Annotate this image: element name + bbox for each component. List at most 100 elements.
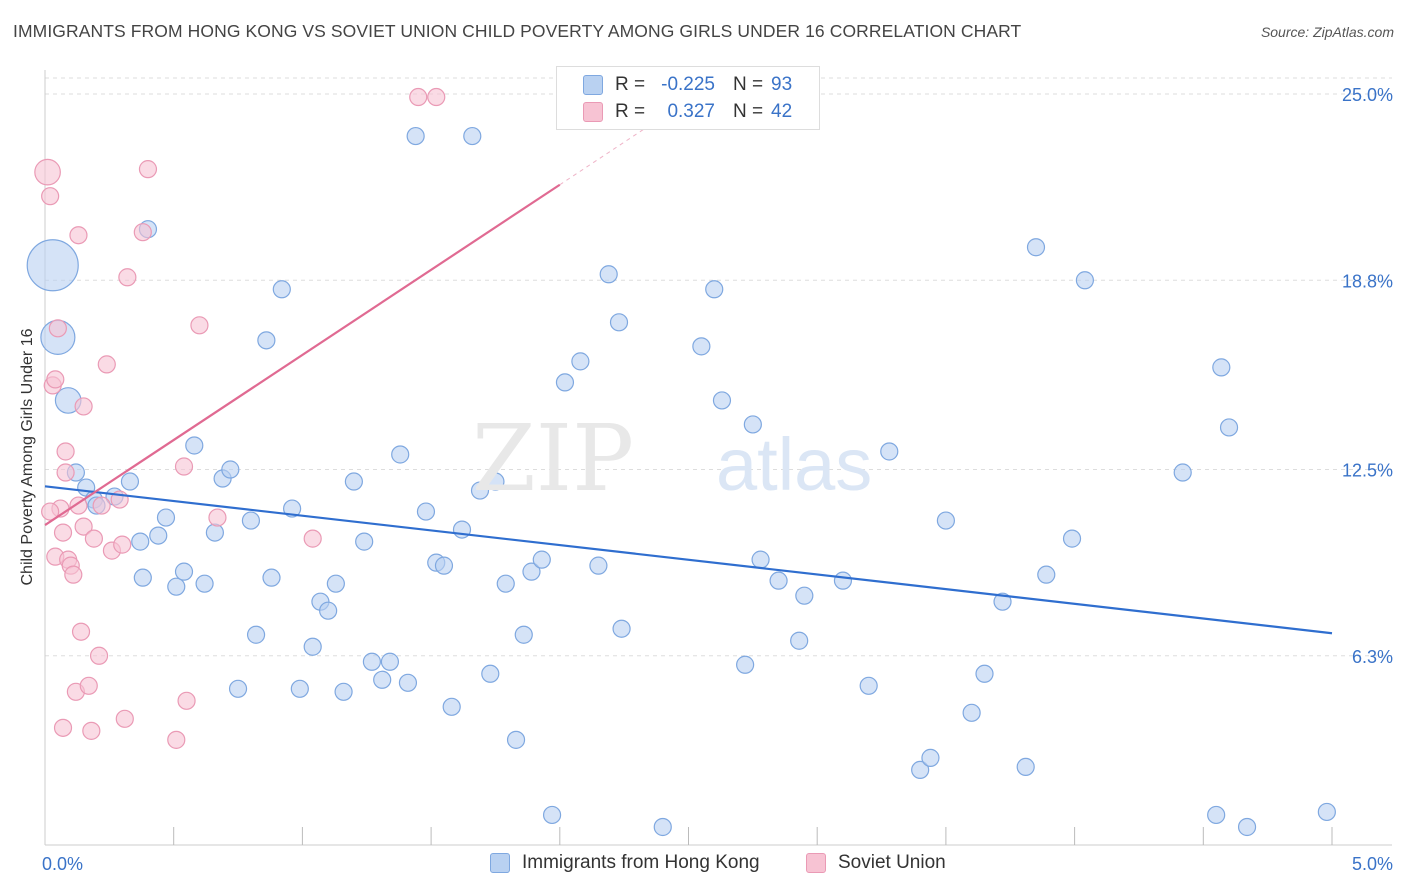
series-swatch-soviet-union [806, 853, 826, 873]
hong-kong-point [344, 472, 363, 491]
hong-kong-point [859, 676, 878, 695]
soviet-union-point [82, 721, 101, 740]
soviet-union-point [74, 517, 93, 536]
hong-kong-point [795, 586, 814, 605]
hong-kong-point [1212, 358, 1231, 377]
hong-kong-point [326, 574, 345, 593]
legend-row-soviet-union: R = 0.327 N = 42 [557, 100, 819, 126]
hong-kong-point [398, 673, 418, 692]
hong-kong-point [246, 625, 266, 644]
soviet-union-point [92, 496, 111, 515]
legend-r-value: -0.225 [661, 74, 715, 95]
legend-row-hong-kong: R = -0.225 N = 93 [557, 73, 819, 99]
y-axis-label: Child Poverty Among Girls Under 16 [19, 328, 36, 586]
soviet-union-point [53, 718, 73, 737]
correlation-legend: R = -0.225 N = 93 R = 0.327 N = 42 [556, 66, 820, 130]
soviet-union-point [34, 158, 61, 186]
hong-kong-point [481, 664, 500, 683]
hong-kong-point [936, 511, 956, 530]
series-hong-kong-points [26, 126, 1336, 837]
hong-kong-point [609, 313, 629, 332]
soviet-union-point [167, 730, 186, 749]
hong-kong-point [228, 679, 248, 698]
soviet-union-trend-line [44, 183, 561, 527]
y-tick-label: 25.0% [1342, 85, 1393, 105]
series-legend-label: Soviet Union [838, 852, 946, 873]
hong-kong-point [290, 679, 309, 698]
hong-kong-point [221, 460, 240, 479]
hong-kong-point [241, 511, 261, 530]
hong-kong-point [195, 574, 214, 593]
series-legend-label: Immigrants from Hong Kong [522, 852, 760, 873]
soviet-union-point [41, 502, 60, 521]
hong-kong-point [833, 571, 853, 590]
series-legend: Immigrants from Hong Kong Soviet Union [0, 852, 1406, 878]
hong-kong-point [283, 499, 302, 518]
hong-kong-point [975, 664, 994, 683]
hong-kong-point [133, 568, 152, 587]
soviet-union-point [69, 226, 88, 245]
legend-r-label: R = [615, 101, 646, 122]
legend-n-label: N = [733, 74, 764, 95]
hong-kong-point [911, 760, 930, 780]
hong-kong-point [921, 748, 940, 767]
hong-kong-point [26, 239, 79, 292]
hong-kong-point [416, 502, 436, 521]
hong-kong-point [131, 532, 150, 551]
soviet-union-point [208, 508, 227, 527]
legend-n-value: 93 [771, 74, 793, 95]
hong-kong-point [1317, 802, 1336, 822]
hong-kong-point [571, 352, 590, 371]
hong-kong-point [589, 556, 608, 575]
axes [44, 70, 1392, 846]
hong-kong-point [599, 265, 618, 284]
legend-n-value: 42 [771, 101, 793, 122]
hong-kong-point [1237, 817, 1257, 837]
trend-lines [44, 128, 1333, 635]
x-tick-label: 0.0% [42, 854, 83, 874]
x-tick-label: 5.0% [1352, 854, 1393, 874]
soviet-union-point [118, 268, 137, 287]
hong-kong-point [470, 481, 490, 500]
hong-kong-point [442, 697, 461, 716]
hong-kong-point [257, 331, 276, 350]
soviet-union-point [97, 355, 116, 374]
hong-kong-point [506, 730, 526, 749]
hong-kong-point [496, 574, 515, 593]
soviet-union-point [48, 319, 67, 338]
hong-kong-point [653, 817, 672, 837]
hong-kong-point [1207, 805, 1226, 825]
hong-kong-point [769, 571, 788, 590]
soviet-union-point [190, 316, 209, 335]
soviet-union-point [46, 370, 65, 389]
soviet-union-point [74, 397, 93, 416]
hong-kong-point [262, 568, 281, 587]
hong-kong-point [319, 601, 338, 620]
hong-kong-point [522, 562, 541, 581]
y-tick-label: 18.8% [1342, 271, 1393, 291]
hong-kong-point [272, 280, 291, 299]
soviet-union-point [53, 523, 73, 542]
hong-kong-point [120, 472, 140, 491]
soviet-union-point [71, 622, 91, 641]
soviet-union-point [177, 691, 196, 710]
soviet-union-point [56, 463, 75, 482]
soviet-union-point [303, 529, 322, 548]
hong-kong-point [712, 391, 732, 410]
hong-kong-point [303, 637, 322, 656]
grid-lines [45, 77, 1392, 657]
soviet-union-point [409, 87, 428, 107]
hong-kong-point [205, 523, 224, 542]
hong-kong-point [751, 550, 770, 569]
hong-kong-point [463, 126, 482, 146]
hong-kong-point [743, 415, 762, 434]
hong-kong-point [692, 337, 711, 356]
hong-kong-point [1016, 757, 1035, 776]
hong-kong-point [167, 577, 186, 596]
hong-kong-point [532, 550, 551, 569]
hong-kong-point [514, 625, 533, 644]
legend-swatch-hong-kong [583, 75, 603, 95]
hong-kong-point [406, 126, 425, 146]
hong-kong-point [373, 670, 392, 689]
